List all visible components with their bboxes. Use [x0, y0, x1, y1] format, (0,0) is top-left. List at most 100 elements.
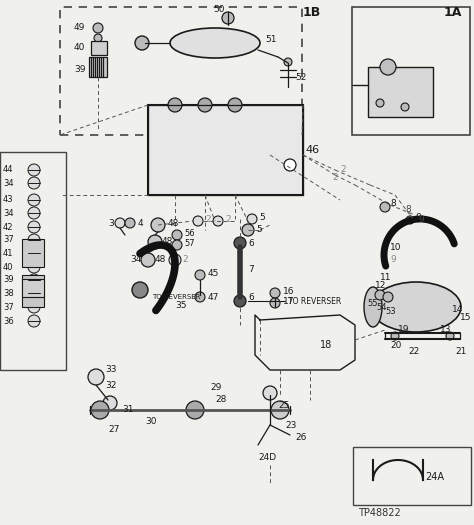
Circle shape — [103, 396, 117, 410]
Text: 37: 37 — [3, 236, 14, 245]
Text: 48: 48 — [155, 256, 166, 265]
Text: 47: 47 — [208, 292, 219, 301]
Circle shape — [228, 98, 242, 112]
Text: 11: 11 — [380, 272, 392, 281]
Circle shape — [28, 287, 40, 299]
Circle shape — [94, 34, 102, 42]
Circle shape — [222, 12, 234, 24]
Text: 7: 7 — [248, 266, 254, 275]
Text: 6: 6 — [248, 292, 254, 301]
Text: 54: 54 — [376, 302, 386, 311]
Text: 9: 9 — [415, 213, 421, 222]
Circle shape — [93, 23, 103, 33]
Circle shape — [28, 247, 40, 259]
Text: 57: 57 — [184, 238, 195, 247]
Circle shape — [28, 315, 40, 327]
Circle shape — [186, 401, 204, 419]
Circle shape — [383, 292, 393, 302]
Text: 38: 38 — [3, 289, 14, 298]
Circle shape — [195, 270, 205, 280]
Text: 29: 29 — [210, 383, 221, 392]
Text: 45: 45 — [208, 268, 219, 278]
Circle shape — [380, 202, 390, 212]
Circle shape — [148, 235, 162, 249]
Text: 25: 25 — [278, 401, 289, 410]
Text: 55: 55 — [367, 299, 377, 308]
Text: 30: 30 — [145, 417, 156, 426]
Circle shape — [141, 253, 155, 267]
Circle shape — [270, 288, 280, 298]
Text: 56: 56 — [184, 228, 195, 237]
Text: 16: 16 — [283, 287, 294, 296]
Circle shape — [406, 216, 414, 224]
Circle shape — [213, 216, 223, 226]
Text: 37: 37 — [3, 302, 14, 311]
Circle shape — [172, 240, 182, 250]
Text: 2: 2 — [182, 256, 188, 265]
Ellipse shape — [371, 282, 461, 332]
Circle shape — [28, 274, 40, 286]
Text: 31: 31 — [122, 405, 134, 415]
Text: 53: 53 — [385, 308, 396, 317]
Circle shape — [135, 36, 149, 50]
Bar — [22, 275, 44, 307]
Bar — [148, 105, 303, 195]
Bar — [353, 447, 471, 505]
Bar — [0, 152, 66, 370]
Circle shape — [28, 234, 40, 246]
Text: 13: 13 — [440, 324, 452, 333]
Text: 49: 49 — [74, 24, 85, 33]
Circle shape — [125, 218, 135, 228]
Bar — [91, 41, 107, 55]
Text: 5: 5 — [259, 213, 265, 222]
Circle shape — [91, 401, 109, 419]
Circle shape — [28, 164, 40, 176]
Text: 3: 3 — [108, 218, 114, 227]
Circle shape — [375, 290, 385, 300]
Text: 24D: 24D — [258, 453, 276, 461]
Text: 52: 52 — [295, 72, 306, 81]
Circle shape — [28, 261, 40, 273]
Text: 43: 43 — [3, 195, 14, 205]
Text: 19: 19 — [398, 326, 410, 334]
Circle shape — [151, 218, 165, 232]
Bar — [60, 7, 302, 135]
Circle shape — [234, 237, 246, 249]
Text: TO REVERSER: TO REVERSER — [288, 297, 341, 306]
Circle shape — [247, 214, 257, 224]
Text: 27: 27 — [108, 425, 119, 435]
Text: 12: 12 — [375, 280, 386, 289]
Text: 48: 48 — [168, 218, 179, 227]
Circle shape — [193, 216, 203, 226]
Text: 40: 40 — [3, 262, 13, 271]
Circle shape — [263, 386, 277, 400]
Circle shape — [270, 298, 280, 308]
Circle shape — [195, 292, 205, 302]
Text: 23: 23 — [285, 421, 296, 429]
Text: 21: 21 — [455, 348, 466, 356]
Circle shape — [391, 332, 399, 340]
Text: 42: 42 — [3, 223, 13, 232]
Circle shape — [28, 301, 40, 313]
Circle shape — [172, 230, 182, 240]
Text: 40: 40 — [74, 43, 85, 51]
Text: 28: 28 — [215, 395, 227, 404]
Text: TO REVERSER: TO REVERSER — [152, 294, 201, 300]
Text: 39: 39 — [74, 65, 85, 74]
Circle shape — [28, 177, 40, 189]
Text: 35: 35 — [175, 300, 186, 310]
Text: 39: 39 — [3, 276, 14, 285]
Circle shape — [271, 401, 289, 419]
Ellipse shape — [170, 28, 260, 58]
Circle shape — [242, 224, 254, 236]
Text: 44: 44 — [3, 165, 13, 174]
Text: 18: 18 — [320, 340, 332, 350]
Circle shape — [380, 59, 396, 75]
Circle shape — [132, 282, 148, 298]
Circle shape — [284, 159, 296, 171]
Ellipse shape — [364, 287, 382, 327]
Circle shape — [376, 99, 384, 107]
Text: 2: 2 — [332, 173, 337, 182]
Circle shape — [28, 207, 40, 219]
Circle shape — [234, 295, 246, 307]
